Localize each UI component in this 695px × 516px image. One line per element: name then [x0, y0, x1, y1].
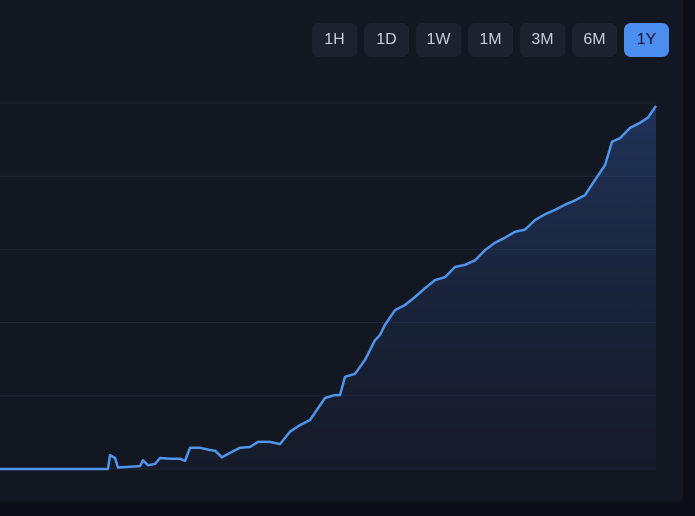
range-button[interactable]: 1H	[312, 23, 357, 57]
chart	[0, 102, 658, 471]
range-button[interactable]: 1W	[416, 23, 461, 57]
range-button[interactable]: 1Y	[624, 23, 669, 57]
line	[0, 105, 658, 471]
range-button[interactable]: 6M	[572, 23, 617, 57]
range-button[interactable]: 1D	[364, 23, 409, 57]
range-button[interactable]: 1M	[468, 23, 513, 57]
area-fill	[0, 105, 656, 470]
range-buttons: 1H 1D 1W 1M 3M 6M 1Y	[312, 23, 669, 57]
chart-panel: 1H 1D 1W 1M 3M 6M 1Y	[0, 0, 683, 502]
range-button[interactable]: 3M	[520, 23, 565, 57]
